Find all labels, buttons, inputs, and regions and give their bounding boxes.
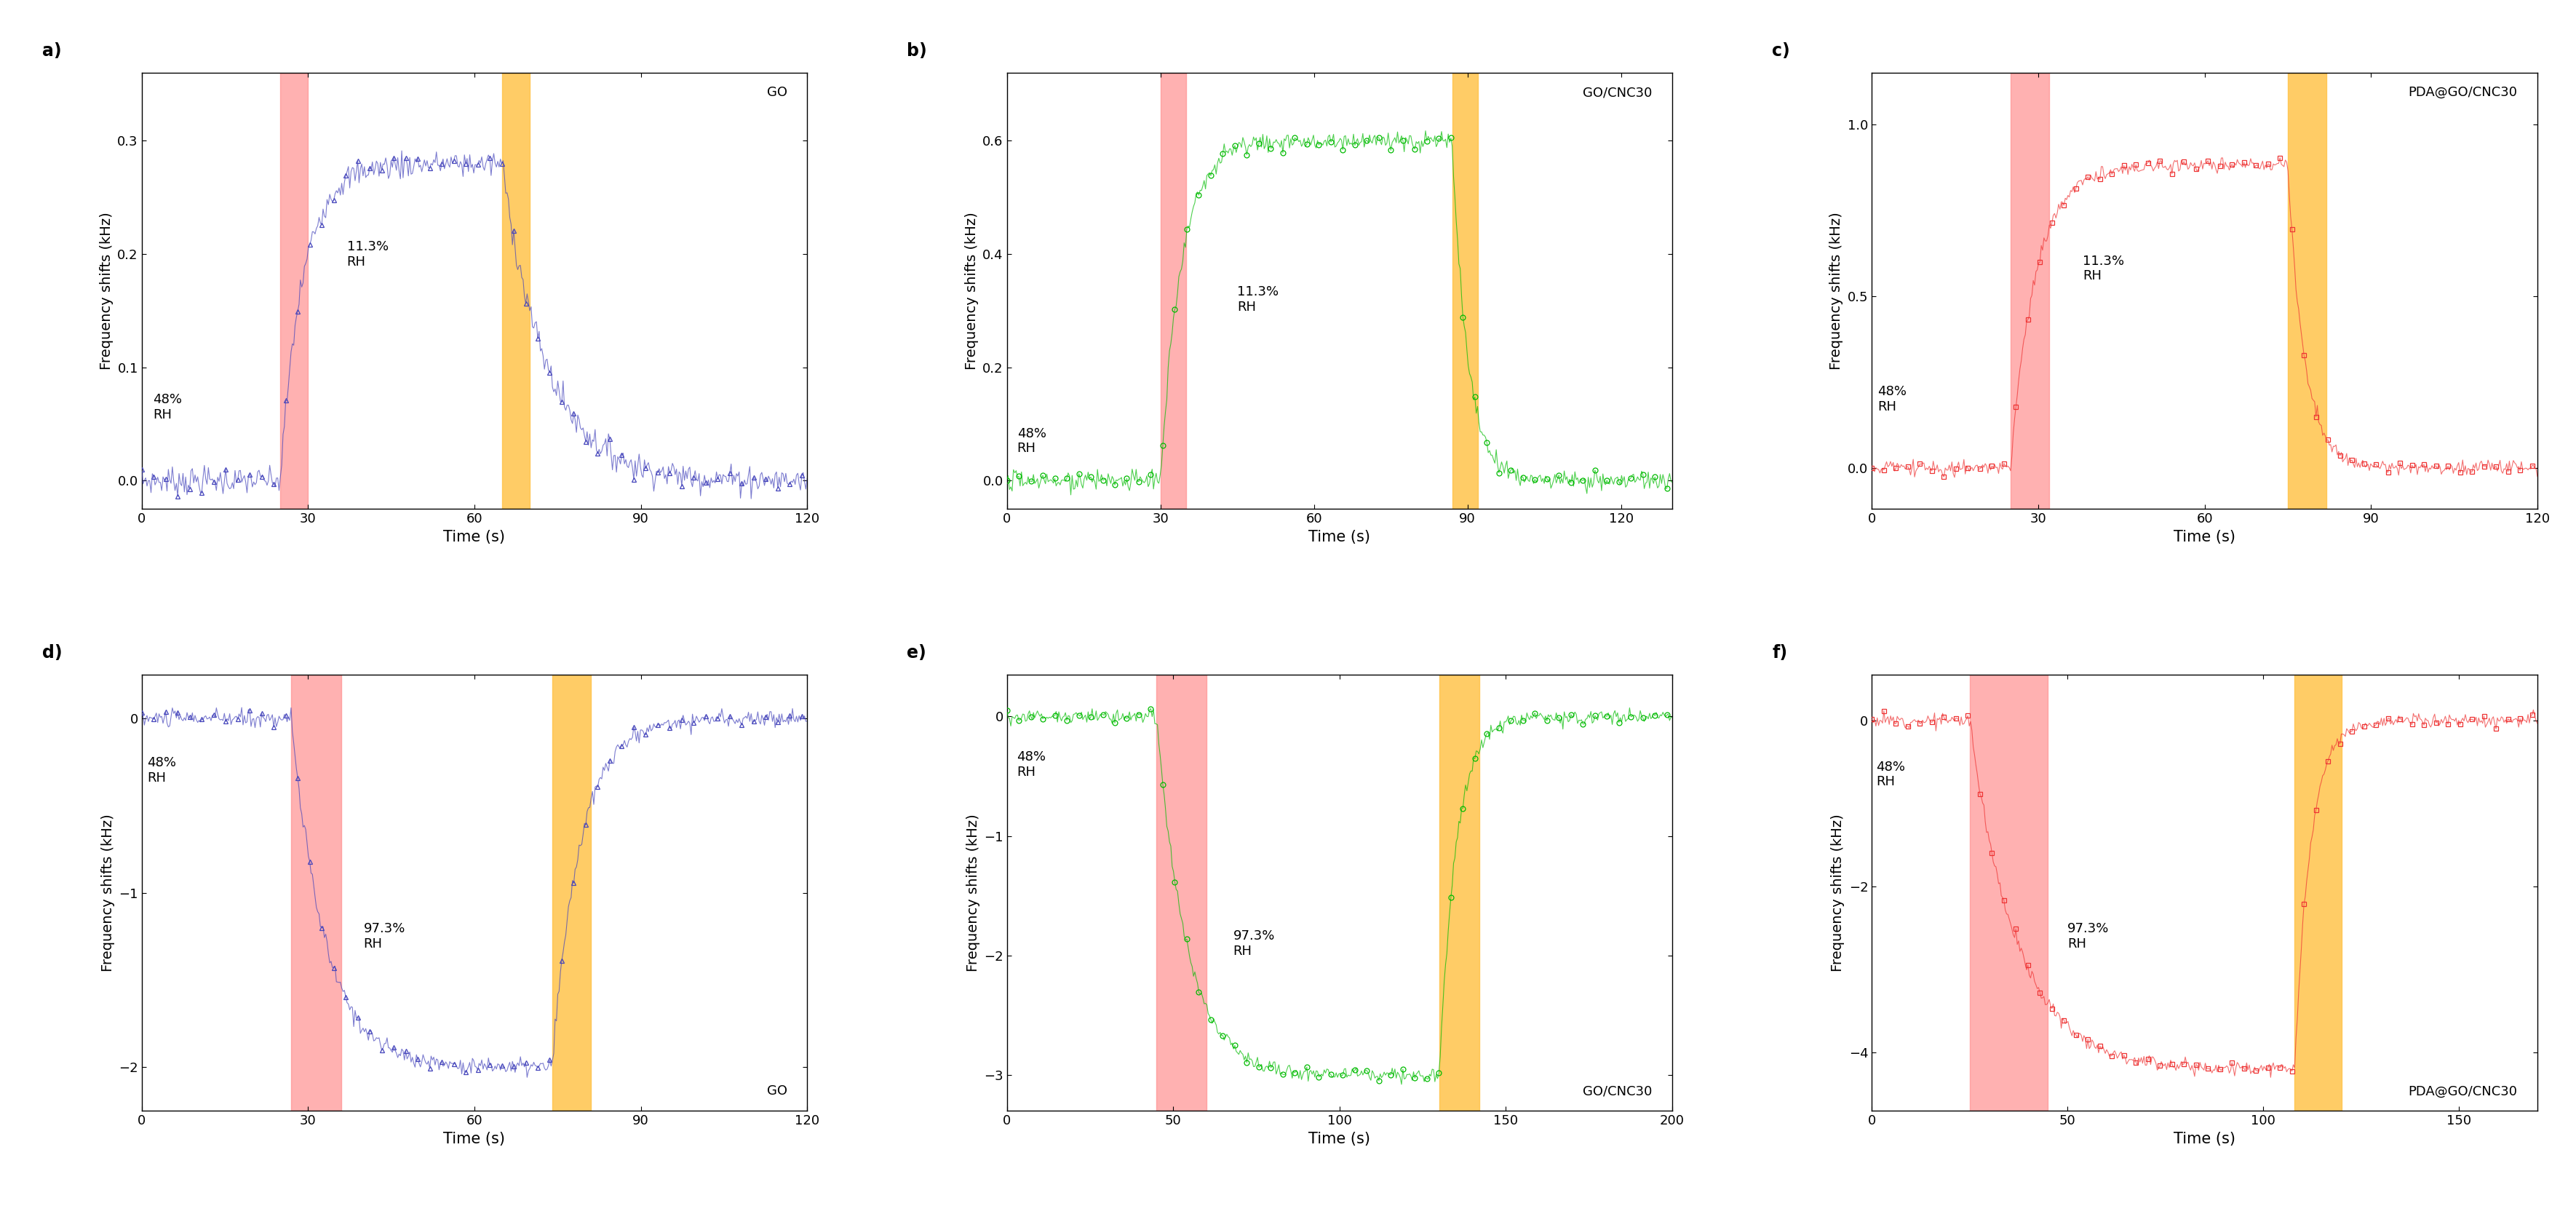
Y-axis label: Frequency shifts (kHz): Frequency shifts (kHz) [100,813,116,971]
Text: PDA@GO/CNC30: PDA@GO/CNC30 [2409,1084,2517,1097]
X-axis label: Time (s): Time (s) [443,529,505,544]
Text: 97.3%
RH: 97.3% RH [363,923,404,951]
Y-axis label: Frequency shifts (kHz): Frequency shifts (kHz) [966,813,979,971]
Y-axis label: Frequency shifts (kHz): Frequency shifts (kHz) [100,212,113,370]
Text: 48%
RH: 48% RH [147,756,175,784]
Text: 48%
RH: 48% RH [1875,760,1904,788]
Bar [2295,675,2342,1111]
Text: PDA@GO/CNC30: PDA@GO/CNC30 [2409,86,2517,100]
Text: a): a) [41,42,62,59]
Bar [291,675,340,1111]
Bar [1453,73,1479,509]
Bar [502,73,531,509]
Bar [2009,73,2050,509]
Bar [2287,73,2326,509]
Text: 48%
RH: 48% RH [152,393,183,421]
Text: b): b) [907,42,927,59]
Text: 11.3%
RH: 11.3% RH [2081,255,2125,283]
Text: 48%
RH: 48% RH [1018,427,1046,455]
Bar [281,73,309,509]
Text: 97.3%
RH: 97.3% RH [2069,923,2110,951]
Y-axis label: Frequency shifts (kHz): Frequency shifts (kHz) [963,212,979,370]
X-axis label: Time (s): Time (s) [2174,529,2236,544]
Text: e): e) [907,645,927,662]
X-axis label: Time (s): Time (s) [2174,1131,2236,1146]
Text: GO: GO [768,86,788,100]
Text: GO: GO [768,1084,788,1097]
Text: 11.3%
RH: 11.3% RH [348,240,389,268]
Text: 48%
RH: 48% RH [1018,750,1046,778]
Y-axis label: Frequency shifts (kHz): Frequency shifts (kHz) [1832,813,1844,971]
Text: f): f) [1772,645,1788,662]
Bar [551,675,590,1111]
X-axis label: Time (s): Time (s) [1309,1131,1370,1146]
Text: c): c) [1772,42,1790,59]
Text: 11.3%
RH: 11.3% RH [1236,285,1278,313]
Text: 48%
RH: 48% RH [1878,385,1906,413]
X-axis label: Time (s): Time (s) [443,1131,505,1146]
Bar [1440,675,1479,1111]
Text: d): d) [41,645,62,662]
Y-axis label: Frequency shifts (kHz): Frequency shifts (kHz) [1829,212,1844,370]
Text: 97.3%
RH: 97.3% RH [1234,930,1275,958]
Text: GO/CNC30: GO/CNC30 [1582,86,1651,100]
Bar [1157,675,1206,1111]
Text: GO/CNC30: GO/CNC30 [1582,1084,1651,1097]
X-axis label: Time (s): Time (s) [1309,529,1370,544]
Bar [1971,675,2048,1111]
Bar [1159,73,1185,509]
